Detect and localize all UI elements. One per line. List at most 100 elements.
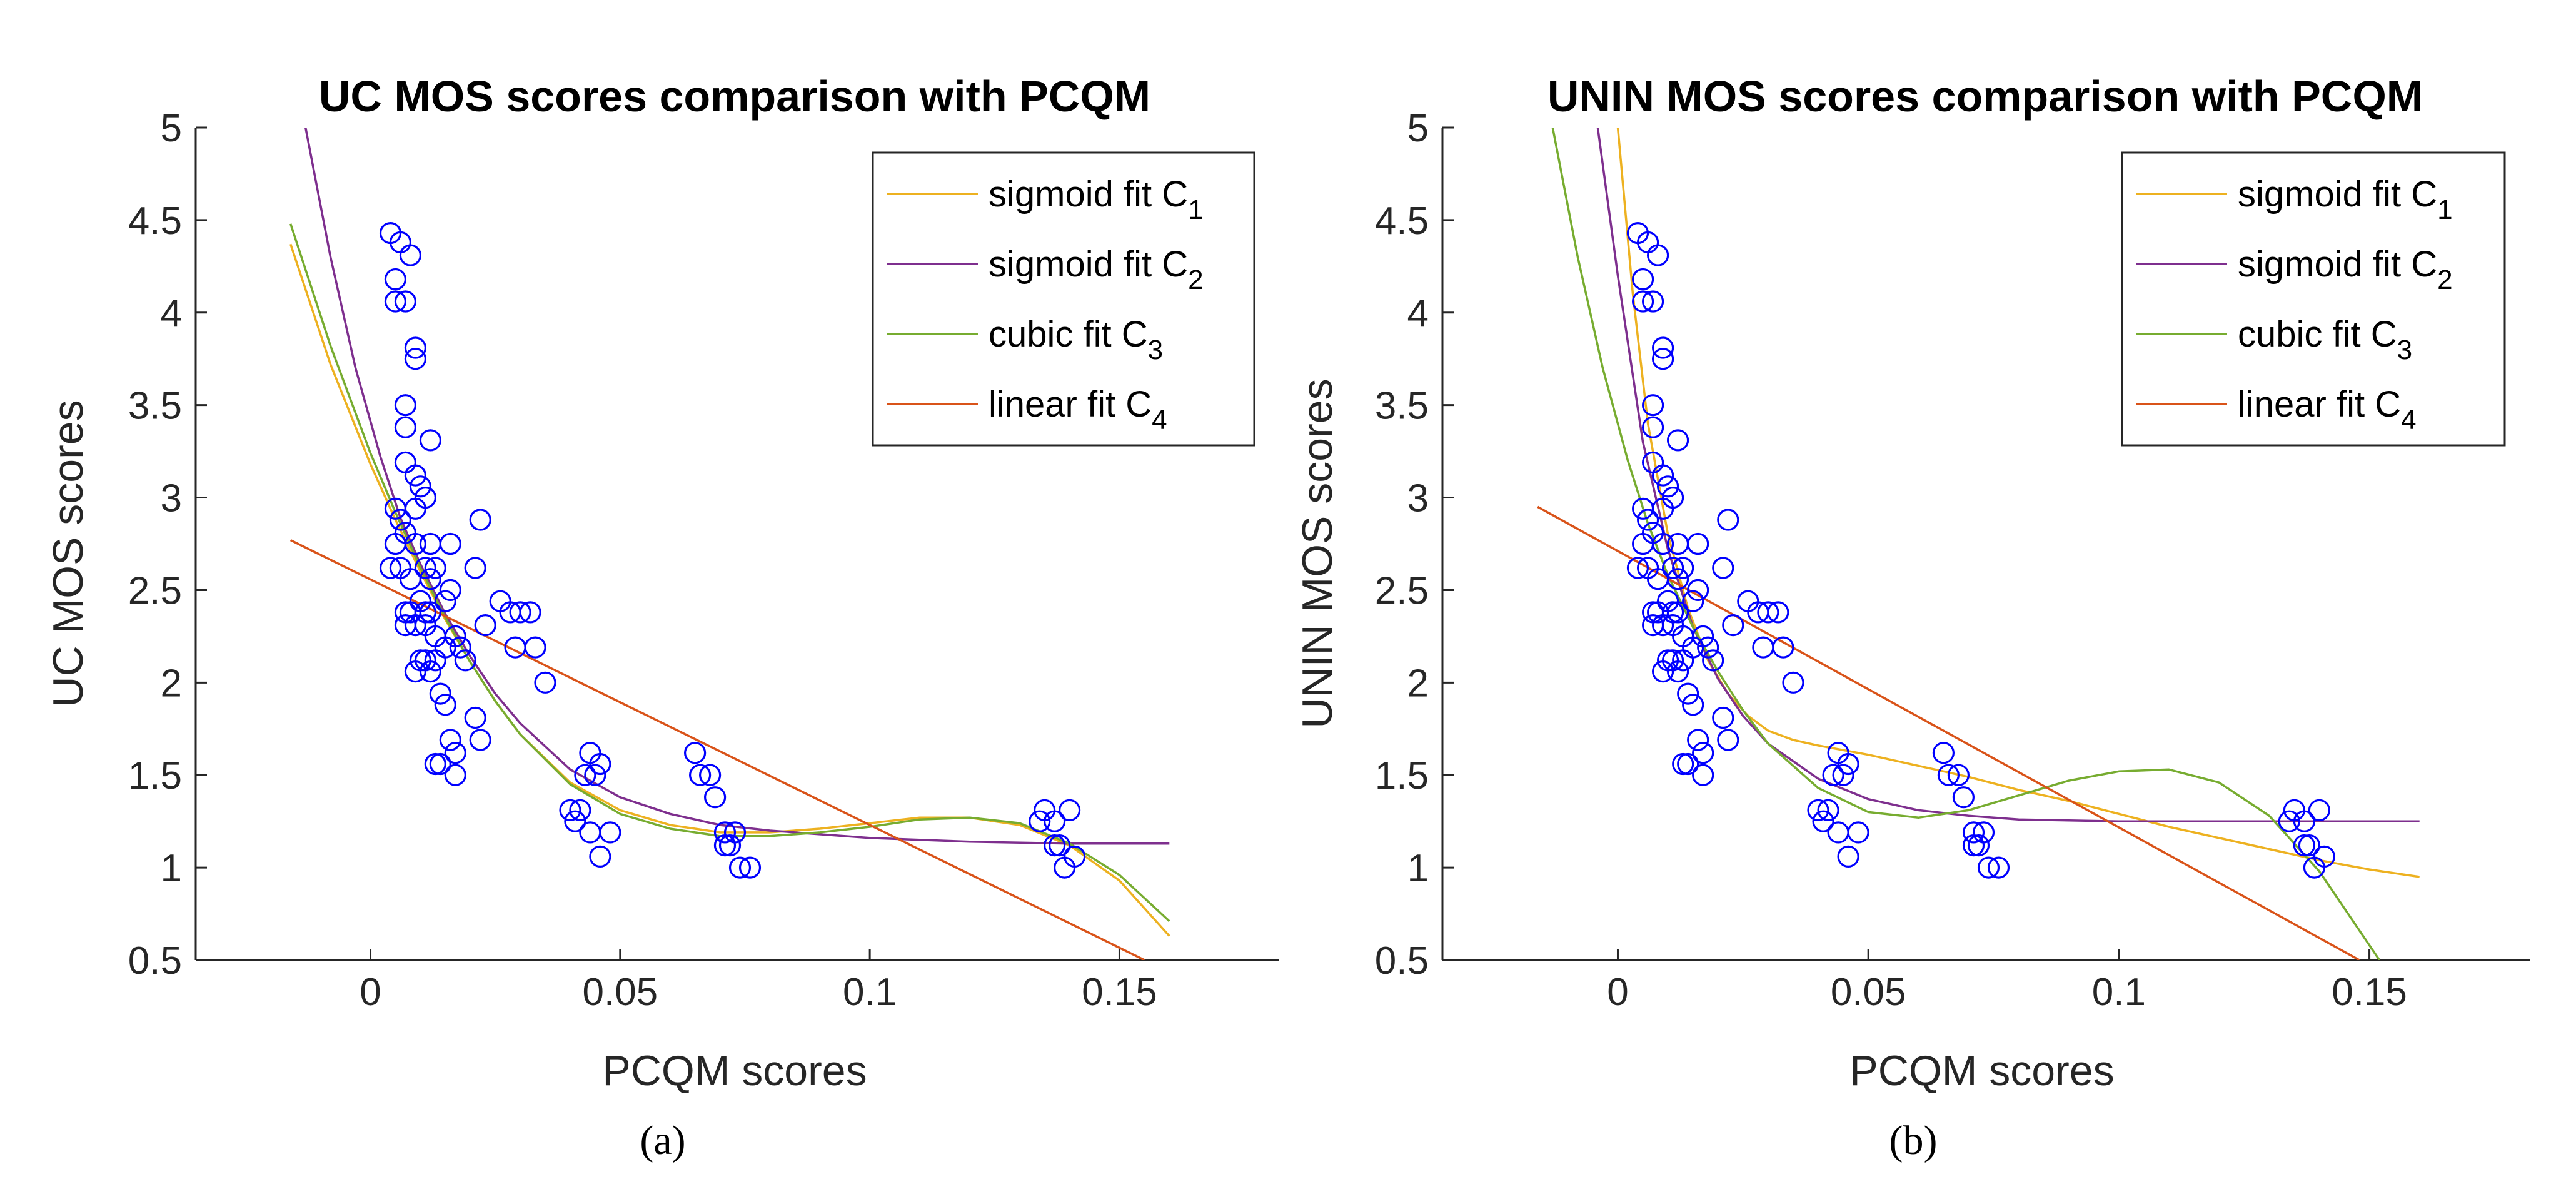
data-point [703,786,727,809]
plot-area: 0.5 1 1.5 2 2.5 3 3.5 4 4.5 5 0 0.05 0.1 0.15 sigmoid … [128,107,1279,1014]
chart-title: UC MOS scores comparison with PCQM [319,72,1150,121]
x-tick-label: 0.15 [1082,971,1157,1014]
data-point [1752,636,1774,659]
data-point [404,348,427,370]
data-point [1682,694,1704,716]
data-point [1677,752,1699,776]
data-point [434,694,456,716]
data-point [1837,845,1859,868]
scatter-points [379,222,1086,879]
data-point [1687,532,1709,555]
data-point [1672,752,1694,776]
data-point [1827,821,1849,844]
data-point [1772,636,1794,659]
data-point [404,336,427,359]
data-point [1692,764,1714,786]
data-point [434,590,456,612]
data-point [419,429,442,452]
y-tick-label: 3 [161,477,182,520]
data-point [1682,590,1704,612]
y-axis-label: UC MOS scores [44,400,92,707]
data-point [599,821,621,844]
data-point [2278,810,2300,832]
scatter-points [1626,222,2335,879]
data-point [429,682,451,705]
data-point [404,660,427,683]
data-point [1632,532,1654,555]
data-point [574,764,596,786]
fit-curves [1537,128,2420,960]
data-point [1667,601,1689,624]
sigmoid-c2-fit-line [304,128,1170,845]
data-point [399,244,422,266]
data-point [1053,856,1076,879]
data-point [1642,416,1664,438]
data-point [439,729,461,751]
data-point [579,821,601,844]
x-tick-label: 0.1 [2092,971,2146,1014]
data-point [1652,336,1674,359]
y-tick-label: 1.5 [128,754,182,797]
data-point [464,557,486,579]
data-point [474,614,496,637]
y-tick-label: 5 [1407,107,1429,150]
data-point [404,464,427,487]
data-point [519,601,541,624]
data-point [1642,394,1664,417]
data-point [469,509,491,531]
data-point [509,601,531,624]
data-point [384,290,407,313]
x-axis-label: PCQM scores [602,1047,867,1095]
cubic-c3-fit-line [1551,128,2381,960]
sigmoid-c2-fit-line [1596,128,2420,822]
y-tick-label: 4 [1407,292,1429,335]
data-point [713,821,737,844]
plot-area: 0.5 1 1.5 2 2.5 3 3.5 4 4.5 5 0 0.05 0.1 0.15 sigmoid … [1375,107,2530,1014]
y-tick-label: 2.5 [1375,569,1429,612]
data-point [419,568,442,590]
data-point [1952,786,1975,809]
legend-box [872,151,1255,447]
x-tick-label: 0 [360,971,381,1014]
data-point [1672,557,1694,579]
data-point [698,764,722,786]
data-point [424,752,446,776]
data-point [1717,729,1739,751]
data-point [1947,764,1970,786]
data-point [384,268,407,291]
data-point [1812,810,1834,832]
data-point [2298,834,2320,857]
data-point [1767,601,1789,624]
data-point [1987,856,2010,879]
data-point [1667,429,1689,452]
data-point [1043,810,1066,832]
y-tick-label: 3.5 [128,385,182,428]
data-point [414,557,437,579]
data-point [1677,682,1699,705]
data-point [718,834,742,857]
y-tick-label: 4.5 [128,200,182,243]
data-point [1702,649,1724,672]
data-point [1712,706,1734,729]
data-point [419,601,442,624]
data-point [559,799,581,822]
cubic-c3-fit-line [289,223,1170,923]
data-point [1632,290,1654,313]
y-tick-label: 2 [161,662,182,705]
data-point [1937,764,1960,786]
y-tick-label: 3.5 [1375,385,1429,428]
data-point [1043,834,1066,857]
y-tick-label: 0.5 [1375,939,1429,983]
y-tick-label: 1 [1407,847,1429,890]
data-point [394,416,417,438]
panel-label: (b) [1889,1118,1938,1163]
data-point [394,394,417,417]
fit-curves [289,128,1170,960]
data-point [688,764,712,786]
x-tick-label: 0.1 [843,971,897,1014]
data-point [1697,636,1719,659]
y-tick-label: 2.5 [128,569,182,612]
chart-panel-b: UNIN MOS scores comparison with PCQM UNI… [1294,72,2530,1163]
